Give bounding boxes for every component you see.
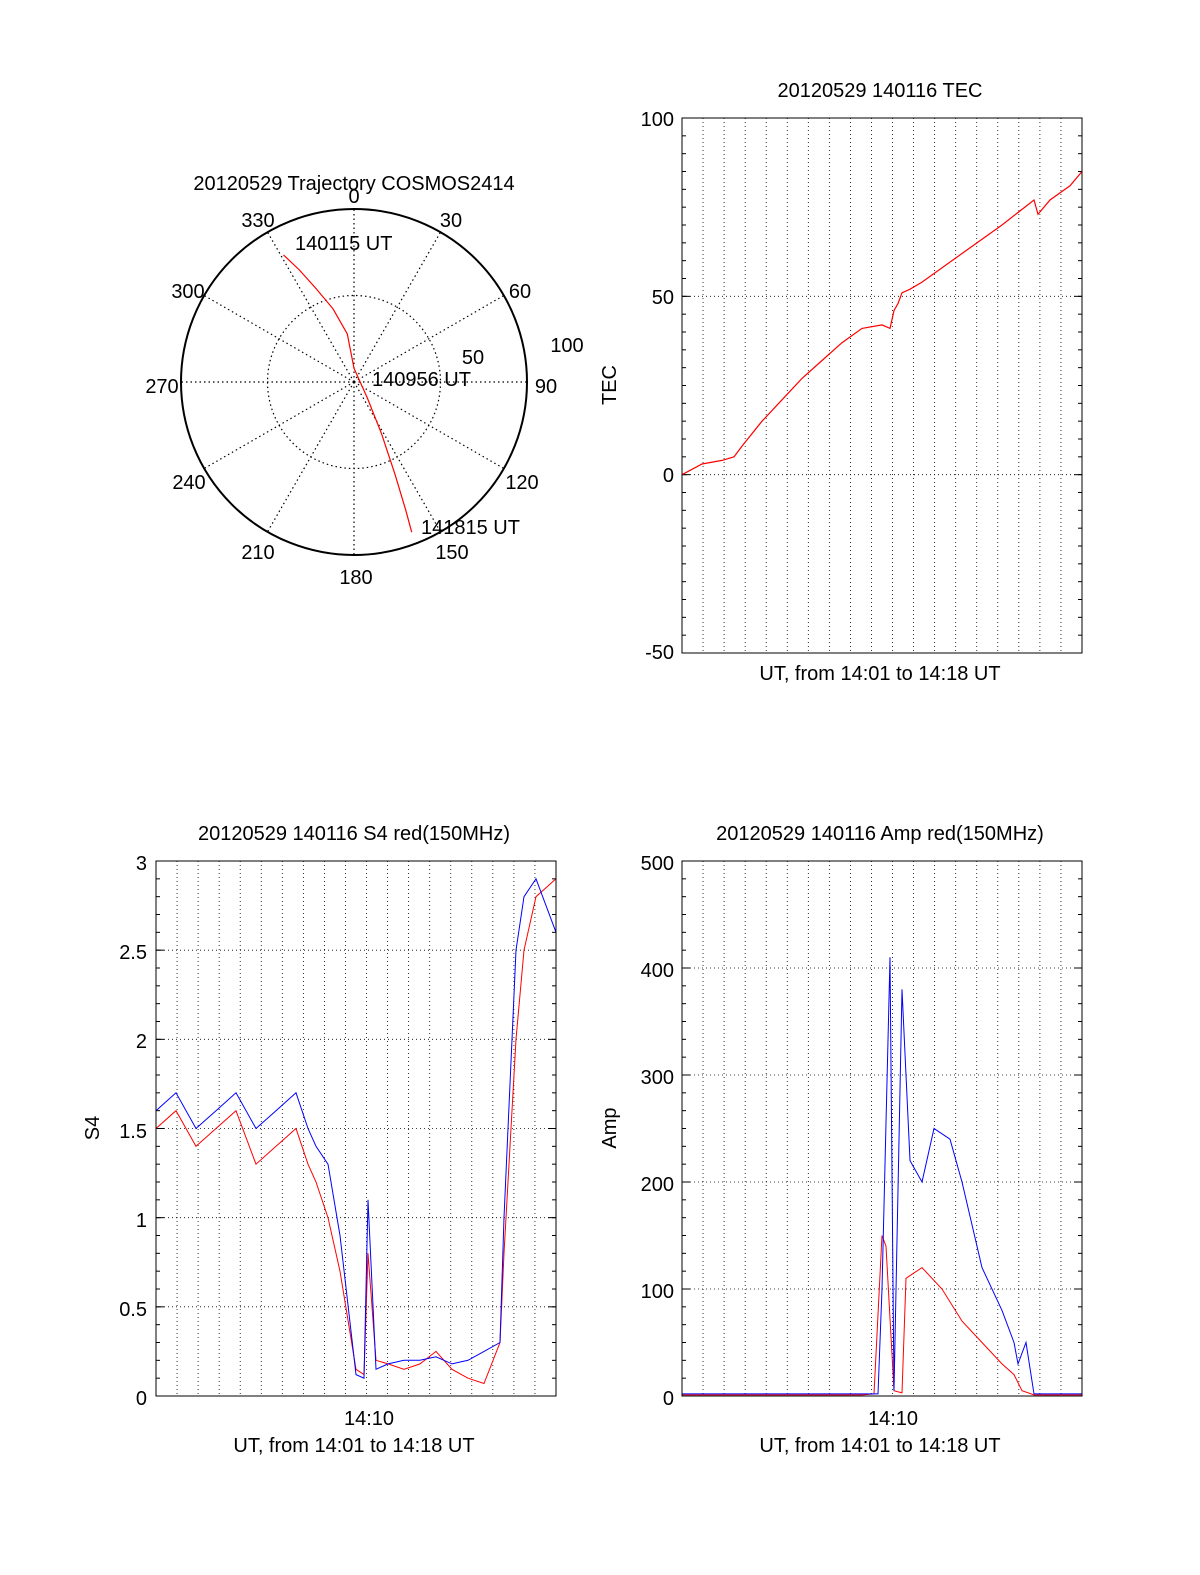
angle-label-90: 90	[535, 376, 557, 398]
tec-ytick-label: 0	[663, 465, 674, 487]
s4-ytick-label: 0	[136, 1388, 147, 1410]
amp-grid	[682, 860, 1082, 1397]
tec-series-red	[681, 171, 1083, 476]
amp-ytick-label: 400	[641, 960, 674, 982]
amp-xlabel: UT, from 14:01 to 14:18 UT	[759, 1435, 1000, 1457]
polar-grid-spoke	[203, 294, 355, 383]
tec-yticks: -50 0 50 100	[641, 109, 674, 664]
polar-trajectory-line	[283, 254, 413, 533]
amp-ytick-label: 300	[641, 1067, 674, 1089]
angle-label-330: 330	[241, 210, 274, 232]
polar-grid-spoke	[353, 381, 505, 470]
polar-title: 20120529 Trajectory COSMOS2414	[193, 173, 514, 195]
trajectory-end-label: 141815 UT	[421, 517, 520, 539]
polar-grid-spoke	[266, 381, 355, 533]
s4-ytick-label: 0.5	[119, 1299, 147, 1321]
polar-grid-spoke	[266, 231, 355, 383]
amp-yticks: 0 100 200 300 400 500	[641, 853, 674, 1410]
radial-label-100: 100	[550, 335, 583, 357]
s4-yticks: 0 0.5 1 1.5 2 2.5 3	[119, 853, 147, 1410]
tec-plot-frame	[681, 117, 1083, 654]
s4-series-red	[155, 878, 557, 1385]
polar-grid	[181, 209, 527, 555]
angle-label-0: 0	[348, 186, 359, 208]
angle-label-60: 60	[509, 281, 531, 303]
trajectory-start-label: 140115 UT	[295, 233, 392, 255]
s4-ytick-label: 3	[136, 853, 147, 875]
s4-chart: 20120529 140116 S4 red(150MHz) 0 0.5 1 1…	[82, 823, 557, 1457]
angle-label-30: 30	[440, 210, 462, 232]
s4-ytick-label: 1.5	[119, 1121, 147, 1143]
amp-chart: 20120529 140116 Amp red(150MHz) 0 100 20…	[599, 823, 1083, 1457]
amp-ytick-label: 200	[641, 1174, 674, 1196]
s4-title: 20120529 140116 S4 red(150MHz)	[198, 823, 510, 845]
amp-plot-frame	[681, 860, 1083, 1397]
tec-ytick-label: -50	[645, 642, 674, 664]
tec-title: 20120529 140116 TEC	[778, 80, 983, 102]
amp-series-blue	[682, 957, 1082, 1395]
polar-grid-spoke	[353, 294, 505, 383]
s4-plot-frame	[155, 860, 557, 1397]
tec-grid	[682, 117, 1082, 654]
tec-xlabel: UT, from 14:01 to 14:18 UT	[759, 663, 1000, 685]
s4-series-blue	[155, 877, 557, 1379]
polar-outer-circle	[180, 208, 528, 556]
angle-label-300: 300	[171, 281, 204, 303]
tec-ytick-label: 50	[652, 287, 674, 309]
amp-ytick-label: 0	[663, 1388, 674, 1410]
amp-ytick-label: 100	[641, 1281, 674, 1303]
angle-label-270: 270	[145, 376, 178, 398]
s4-xlabel: UT, from 14:01 to 14:18 UT	[233, 1435, 474, 1457]
amp-ylabel: Amp	[599, 1107, 621, 1148]
angle-label-240: 240	[172, 472, 205, 494]
amp-series-red	[682, 1235, 1082, 1396]
polar-grid-spoke	[203, 381, 355, 470]
radial-label-50: 50	[462, 347, 484, 369]
amp-ytick-label: 500	[641, 853, 674, 875]
s4-ytick-label: 2.5	[119, 942, 147, 964]
s4-xtick-label: 14:10	[344, 1408, 394, 1430]
polar-angle-labels: 0 30 60 90 120 150 180 210 240 270 300 3…	[145, 186, 557, 589]
trajectory-mid-label: 140956 UT	[372, 369, 471, 391]
angle-label-120: 120	[505, 472, 538, 494]
s4-ytick-label: 2	[136, 1031, 147, 1053]
angle-label-150: 150	[435, 542, 468, 564]
polar-grid-spoke	[353, 381, 442, 533]
tec-chart: 20120529 140116 TEC -50 0 50 100 TEC UT,…	[599, 80, 1083, 685]
tec-ylabel: TEC	[599, 365, 621, 405]
polar-grid-spoke	[353, 231, 442, 383]
tec-ytick-label: 100	[641, 109, 674, 131]
polar-chart: 20120529 Trajectory COSMOS2414 0 30 60 9…	[145, 173, 583, 589]
s4-ytick-label: 1	[136, 1210, 147, 1232]
amp-title: 20120529 140116 Amp red(150MHz)	[716, 823, 1044, 845]
s4-ylabel: S4	[82, 1116, 104, 1140]
angle-label-180: 180	[339, 567, 372, 589]
angle-label-210: 210	[241, 542, 274, 564]
amp-xtick-label: 14:10	[868, 1408, 918, 1430]
